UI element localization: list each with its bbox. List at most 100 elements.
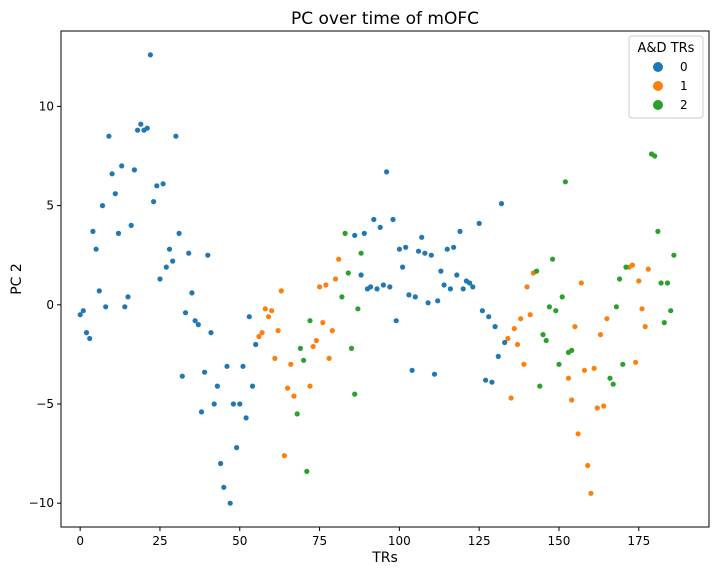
data-point-series-0 [147,52,153,58]
y-axis-title: PC 2 [9,263,25,295]
data-point-series-0 [419,234,425,240]
data-point-series-0 [80,308,86,314]
data-point-series-0 [135,127,141,133]
data-point-series-1 [291,393,297,399]
data-point-series-1 [317,284,323,290]
data-point-series-0 [361,230,367,236]
data-point-series-0 [393,318,399,324]
data-point-series-0 [431,371,438,377]
data-point-series-0 [205,252,211,258]
x-tick-label: 175 [627,534,650,548]
data-point-series-0 [227,500,233,506]
data-point-series-1 [604,316,610,322]
data-point-series-0 [189,290,195,296]
data-point-series-1 [310,343,316,350]
data-point-series-0 [502,339,508,346]
data-point-series-0 [438,268,444,274]
data-point-series-0 [128,222,134,228]
legend-marker-series-2 [653,100,663,110]
y-tick-label: −10 [29,496,54,510]
data-point-series-2 [620,361,626,367]
data-point-series-2 [668,308,674,314]
data-point-series-2 [607,375,613,381]
data-point-series-1 [275,328,281,334]
y-tick-label: 5 [46,199,54,213]
data-point-series-0 [441,282,447,288]
data-point-series-0 [125,294,131,300]
data-point-series-2 [339,294,345,300]
data-point-series-0 [240,363,246,369]
data-point-series-0 [479,308,485,314]
data-point-series-1 [272,355,278,361]
data-point-series-0 [166,246,173,252]
data-point-series-0 [428,252,434,258]
legend-label: 1 [680,79,688,93]
data-point-series-0 [253,341,259,348]
data-point-series-0 [77,312,83,318]
data-point-series-0 [406,292,412,298]
data-point-series-2 [559,294,565,300]
data-point-series-0 [230,401,236,407]
data-point-series-0 [377,224,383,230]
data-point-series-1 [569,397,575,403]
data-point-series-1 [585,462,591,469]
legend-marker-series-0 [653,62,663,72]
x-tick-label: 0 [76,534,84,548]
data-point-series-1 [332,276,339,282]
data-point-series-2 [610,381,616,387]
data-point-series-0 [93,246,99,252]
data-point-series-0 [412,294,418,300]
x-tick-label: 100 [388,534,411,548]
legend-title: A&D TRs [638,41,695,56]
data-point-series-1 [565,375,572,381]
chart-title: PC over time of mOFC [291,9,479,29]
data-point-series-0 [358,272,364,278]
data-point-series-0 [138,121,144,127]
data-point-series-0 [208,330,214,336]
data-point-series-0 [170,258,176,264]
data-point-series-0 [451,244,457,250]
data-point-series-0 [237,401,243,407]
data-point-series-1 [645,266,651,272]
data-point-series-1 [524,284,530,290]
data-point-series-0 [387,284,393,290]
data-point-series-2 [348,345,355,351]
data-point-series-2 [358,250,364,256]
data-point-series-0 [422,250,428,256]
data-point-series-0 [396,246,402,252]
data-point-series-0 [467,280,473,286]
plot-area-frame [60,30,710,528]
data-point-series-1 [265,314,272,320]
data-point-series-0 [425,300,431,306]
data-point-series-0 [246,314,252,320]
data-point-series-1 [521,361,527,367]
data-point-series-0 [173,133,179,139]
data-point-series-1 [281,453,287,459]
data-point-series-0 [371,216,377,223]
x-tick-label: 125 [468,534,491,548]
data-point-series-0 [182,310,189,316]
data-point-series-1 [262,306,268,312]
data-point-series-0 [400,264,406,270]
data-point-series-0 [83,330,90,336]
data-point-series-1 [278,288,284,294]
data-point-series-1 [307,383,313,389]
data-point-series-0 [176,230,182,236]
data-point-series-0 [144,125,150,131]
y-tick-label: 10 [39,99,54,113]
data-point-series-0 [454,272,460,278]
data-point-series-1 [633,359,639,365]
data-point-series-0 [224,363,230,369]
data-point-series-0 [352,232,358,238]
data-point-series-0 [489,379,495,385]
data-point-series-0 [457,228,463,234]
data-point-series-1 [508,395,514,401]
data-point-series-0 [476,220,482,226]
data-point-series-1 [323,282,329,288]
data-point-series-0 [198,409,205,415]
x-tick-label: 50 [232,534,247,548]
data-point-series-0 [214,383,220,389]
data-point-series-0 [115,230,122,236]
data-point-series-1 [591,365,597,371]
